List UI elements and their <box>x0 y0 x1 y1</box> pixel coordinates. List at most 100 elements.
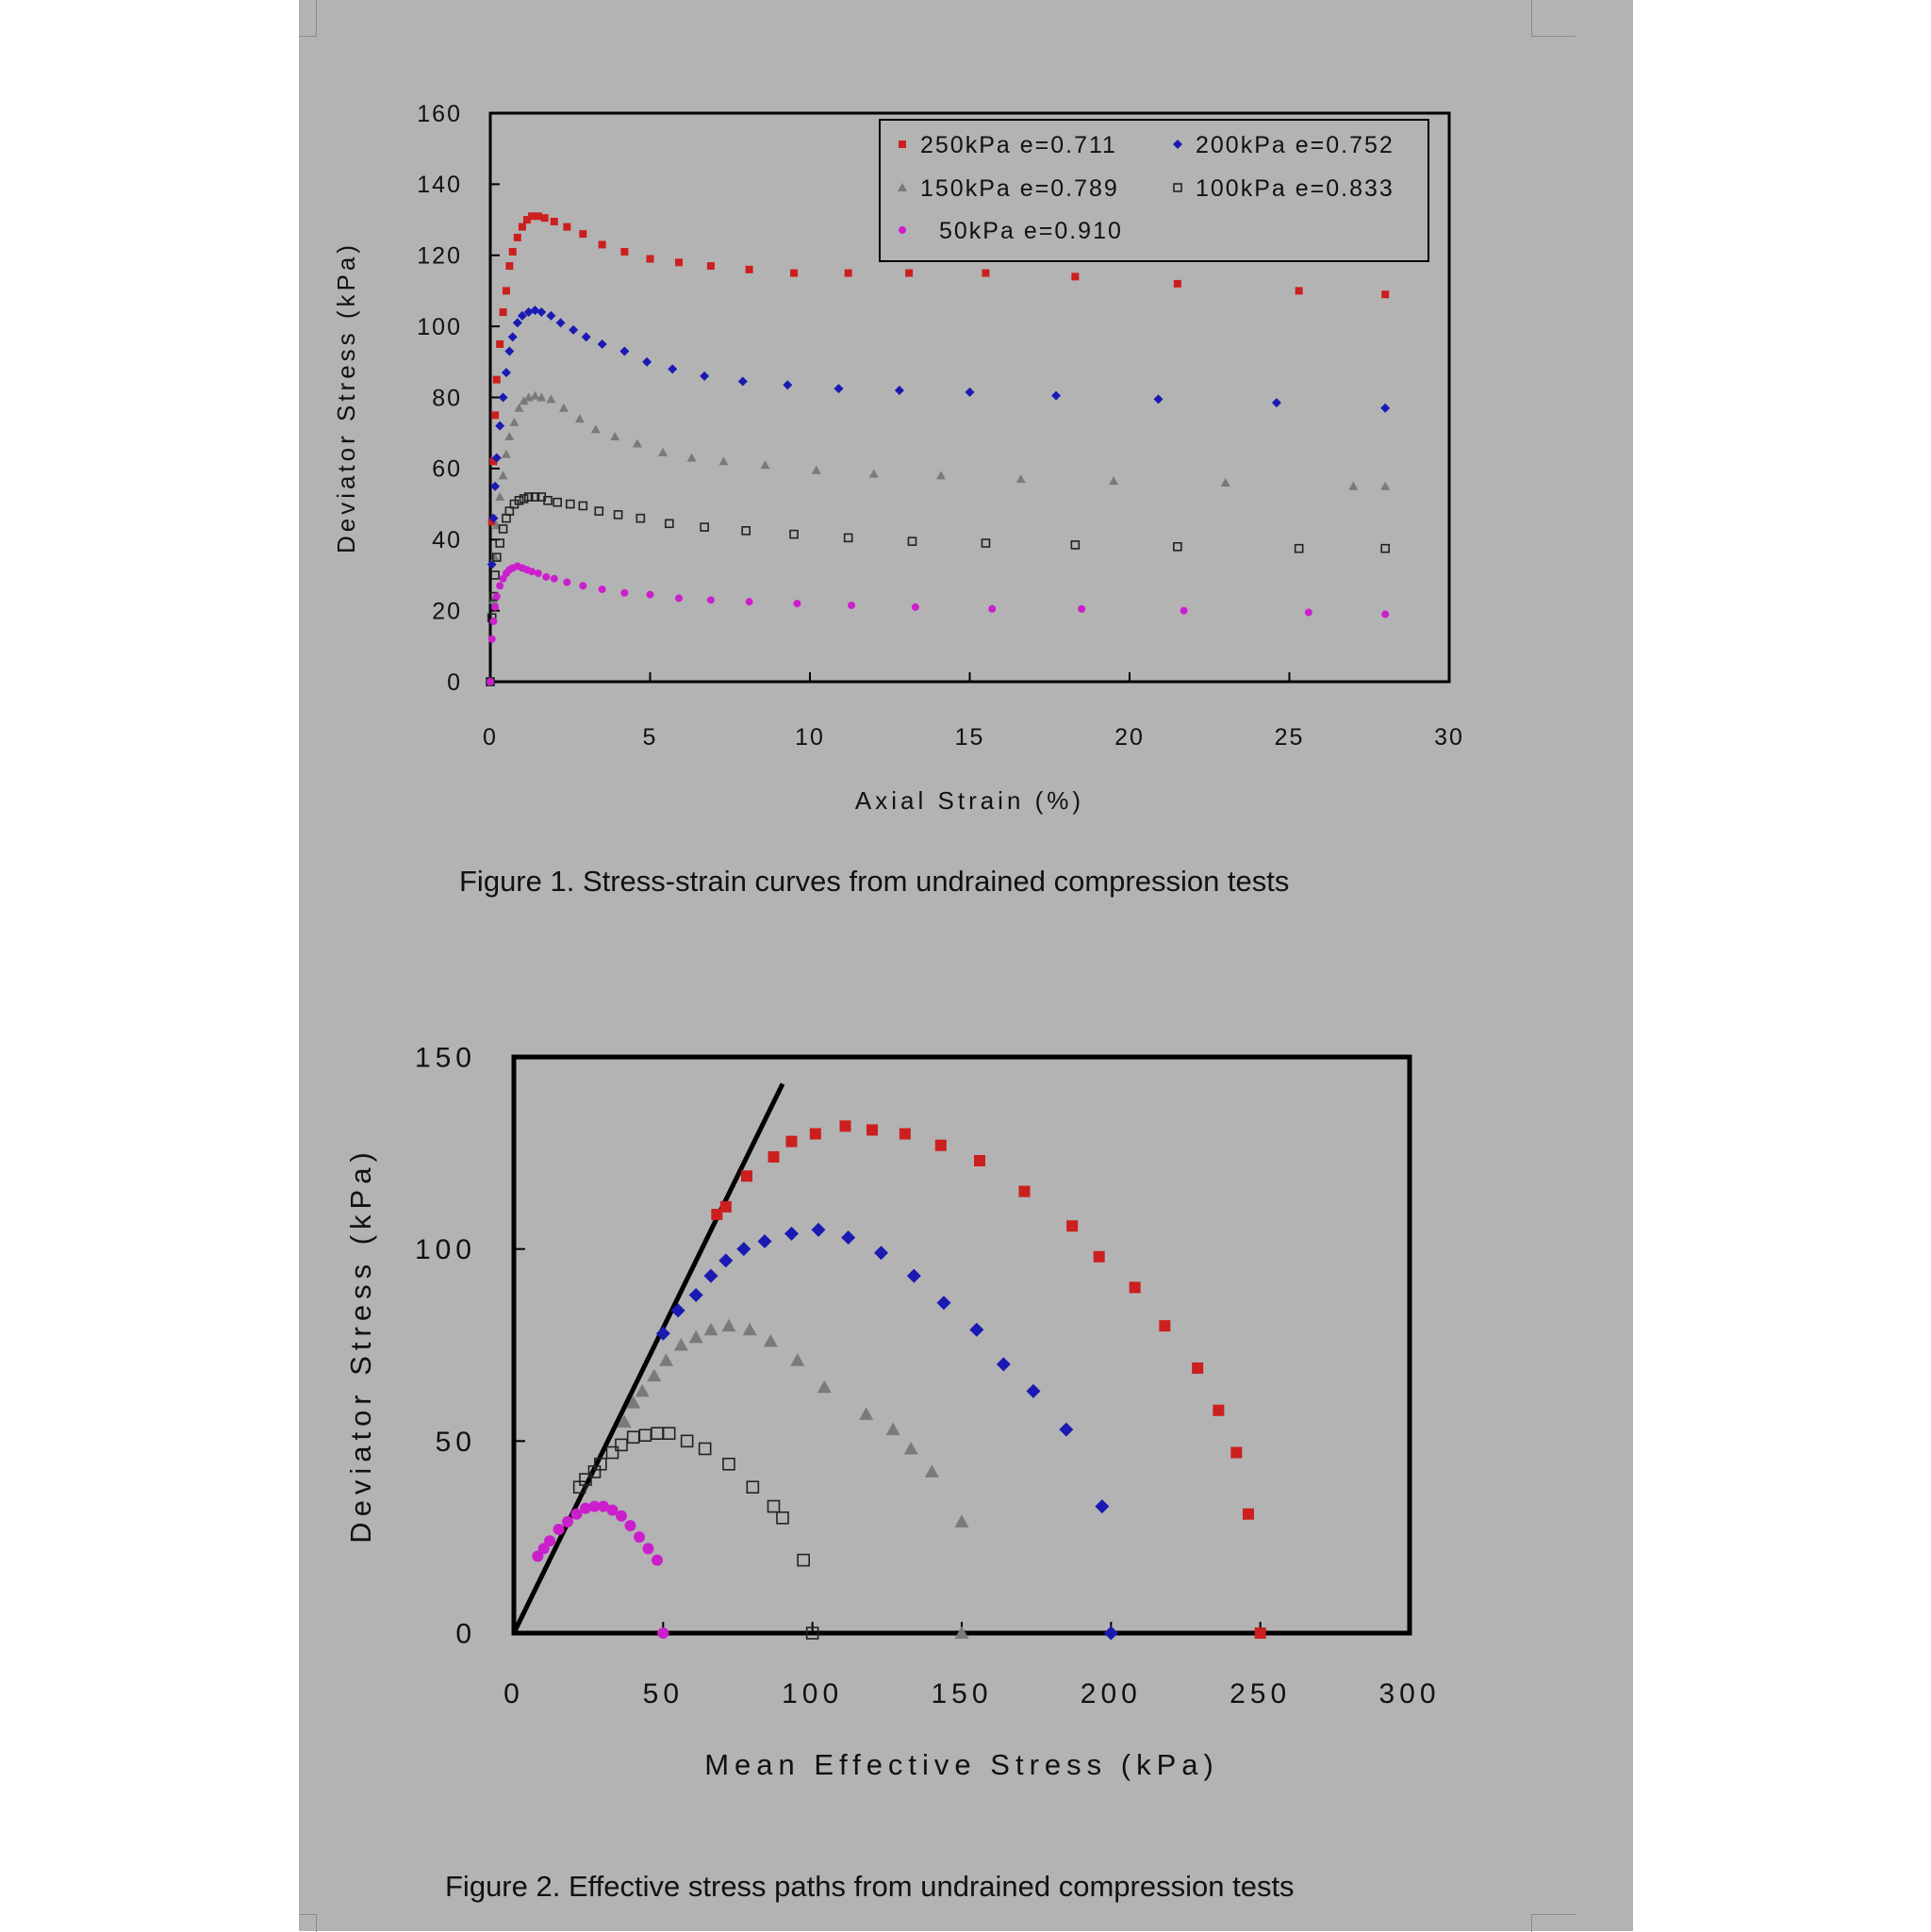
data-point-50kpa <box>988 604 997 613</box>
data-point-250kpa <box>489 457 498 466</box>
data-point-150kpa <box>509 417 520 426</box>
data-point-200kpa <box>874 1246 888 1261</box>
data-point-50kpa <box>1078 604 1086 613</box>
data-point-250kpa <box>974 1154 985 1166</box>
figure-1-caption: Figure 1. Stress-strain curves from undr… <box>459 865 1290 898</box>
data-point-200kpa <box>1026 1383 1041 1398</box>
data-point-150kpa <box>868 469 879 478</box>
data-point-150kpa <box>617 1414 632 1428</box>
data-point-100kpa <box>613 510 623 520</box>
data-point-250kpa <box>1213 1404 1225 1416</box>
data-point-250kpa <box>1381 290 1390 299</box>
data-point-50kpa <box>848 601 856 609</box>
data-point-100kpa <box>1070 540 1081 550</box>
data-point-200kpa <box>488 513 499 523</box>
data-point-250kpa <box>1066 1220 1079 1232</box>
data-point-100kpa <box>789 529 799 539</box>
data-point-100kpa <box>553 497 562 507</box>
data-point-50kpa <box>793 600 801 608</box>
data-point-200kpa <box>655 1326 670 1341</box>
data-point-200kpa <box>597 339 607 349</box>
data-point-250kpa <box>899 1128 911 1140</box>
data-point-50kpa <box>489 617 498 625</box>
data-point-250kpa <box>513 233 521 241</box>
y-tick-label: 100 <box>417 314 462 340</box>
data-point-200kpa <box>1380 403 1391 413</box>
data-point-150kpa <box>1348 481 1359 490</box>
x-tick-label: 150 <box>931 1678 992 1709</box>
data-point-100kpa <box>635 513 646 523</box>
data-point-100kpa <box>572 1480 586 1494</box>
legend-entry-50kpa-marker <box>899 226 906 234</box>
data-point-250kpa <box>499 308 507 317</box>
data-point-200kpa <box>487 559 497 570</box>
data-point-250kpa <box>844 269 852 277</box>
data-point-100kpa <box>797 1553 810 1567</box>
y-axis-title: Deviator Stress (kPa) <box>344 1147 377 1544</box>
data-point-150kpa <box>790 1353 805 1366</box>
x-tick-label: 50 <box>643 1678 684 1709</box>
data-point-200kpa <box>512 318 522 328</box>
data-point-150kpa <box>1380 481 1391 490</box>
data-point-150kpa <box>658 447 668 456</box>
data-point-250kpa <box>518 223 526 231</box>
data-point-200kpa <box>833 384 844 394</box>
data-point-50kpa <box>496 582 504 590</box>
data-point-250kpa <box>1230 1446 1243 1459</box>
data-point-150kpa <box>574 414 585 423</box>
data-point-100kpa <box>523 492 534 502</box>
data-point-250kpa <box>767 1150 780 1163</box>
data-point-200kpa <box>906 1268 921 1283</box>
data-point-250kpa <box>487 518 496 526</box>
data-point-200kpa <box>1103 1626 1118 1641</box>
legend-entry-250kpa-label: 250kPa e=0.711 <box>920 132 1117 158</box>
data-point-250kpa <box>809 1128 821 1140</box>
legend-entry-200kpa-marker <box>1173 140 1182 149</box>
data-point-50kpa <box>532 1550 544 1562</box>
data-point-100kpa <box>698 1442 712 1456</box>
y-tick-label: 160 <box>417 101 462 127</box>
data-point-150kpa <box>504 431 515 440</box>
data-point-50kpa <box>657 1627 669 1639</box>
data-point-50kpa <box>553 1524 565 1536</box>
page-corner-mark <box>299 0 317 37</box>
x-axis-title: Axial Strain (%) <box>855 786 1084 815</box>
data-point-150kpa <box>859 1407 874 1420</box>
data-point-200kpa <box>936 1296 951 1311</box>
data-point-200kpa <box>757 1234 772 1249</box>
data-point-200kpa <box>498 392 508 403</box>
data-point-250kpa <box>706 262 715 271</box>
data-point-200kpa <box>1059 1422 1074 1437</box>
data-point-200kpa <box>490 481 501 491</box>
data-point-100kpa <box>638 1428 652 1443</box>
data-point-200kpa <box>737 376 748 387</box>
data-point-100kpa <box>498 524 508 534</box>
data-point-150kpa <box>885 1422 900 1436</box>
data-point-150kpa <box>626 1395 641 1409</box>
data-point-100kpa <box>1173 541 1182 552</box>
page-corner-mark <box>1531 0 1576 37</box>
data-point-200kpa <box>969 1322 984 1337</box>
data-point-100kpa <box>605 1445 619 1460</box>
y-axis-title: Deviator Stress (kPa) <box>332 241 360 553</box>
stress-path-chart: 0 50 100 150 0 50 100 150 200 250 300 Mean Effectiv… <box>344 1043 1436 1782</box>
data-point-200kpa <box>546 310 556 321</box>
x-tick-label: 100 <box>782 1678 843 1709</box>
data-point-150kpa <box>495 492 505 502</box>
legend-entry-250kpa-marker <box>899 140 906 148</box>
data-point-250kpa <box>540 214 549 223</box>
y-tick-label: 140 <box>417 172 462 198</box>
data-point-100kpa <box>843 533 853 543</box>
data-point-200kpa <box>996 1357 1011 1372</box>
data-point-200kpa <box>811 1222 826 1237</box>
data-point-250kpa <box>790 269 799 277</box>
data-point-200kpa <box>642 356 652 367</box>
data-point-50kpa <box>624 1519 636 1531</box>
data-point-50kpa <box>550 574 558 583</box>
data-point-200kpa <box>718 1253 734 1268</box>
data-point-150kpa <box>635 1383 650 1397</box>
data-point-250kpa <box>534 212 542 221</box>
data-point-250kpa <box>741 1170 752 1182</box>
data-point-200kpa <box>495 421 505 431</box>
data-point-250kpa <box>1018 1185 1031 1197</box>
